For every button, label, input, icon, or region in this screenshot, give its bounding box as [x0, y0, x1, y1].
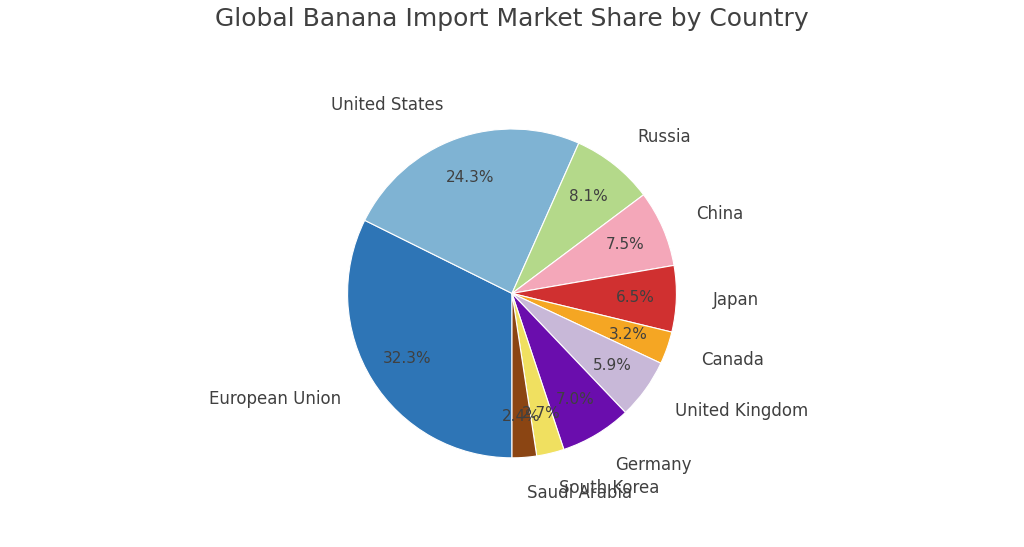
Text: Canada: Canada: [701, 351, 764, 369]
Wedge shape: [512, 195, 674, 293]
Text: United States: United States: [332, 96, 444, 114]
Text: South Korea: South Korea: [559, 480, 659, 497]
Text: 3.2%: 3.2%: [609, 327, 648, 342]
Text: United Kingdom: United Kingdom: [675, 401, 808, 420]
Wedge shape: [512, 143, 643, 293]
Text: 2.4%: 2.4%: [502, 409, 541, 424]
Text: 2.7%: 2.7%: [521, 406, 560, 421]
Wedge shape: [512, 293, 660, 412]
Wedge shape: [512, 293, 564, 456]
Wedge shape: [512, 265, 677, 332]
Text: 32.3%: 32.3%: [383, 351, 431, 366]
Text: Germany: Germany: [615, 456, 692, 474]
Wedge shape: [512, 293, 672, 363]
Wedge shape: [512, 293, 537, 458]
Text: 5.9%: 5.9%: [593, 358, 632, 373]
Text: Japan: Japan: [713, 291, 759, 309]
Text: European Union: European Union: [209, 390, 342, 408]
Text: 7.5%: 7.5%: [606, 237, 645, 252]
Wedge shape: [512, 293, 626, 450]
Text: Russia: Russia: [637, 127, 690, 146]
Text: 6.5%: 6.5%: [615, 290, 654, 305]
Text: 7.0%: 7.0%: [556, 392, 595, 406]
Wedge shape: [347, 220, 512, 458]
Text: 24.3%: 24.3%: [445, 170, 495, 185]
Wedge shape: [365, 129, 579, 293]
Text: China: China: [696, 205, 743, 223]
Text: 8.1%: 8.1%: [569, 189, 608, 205]
Title: Global Banana Import Market Share by Country: Global Banana Import Market Share by Cou…: [215, 7, 809, 31]
Text: Saudi Arabia: Saudi Arabia: [527, 485, 632, 503]
